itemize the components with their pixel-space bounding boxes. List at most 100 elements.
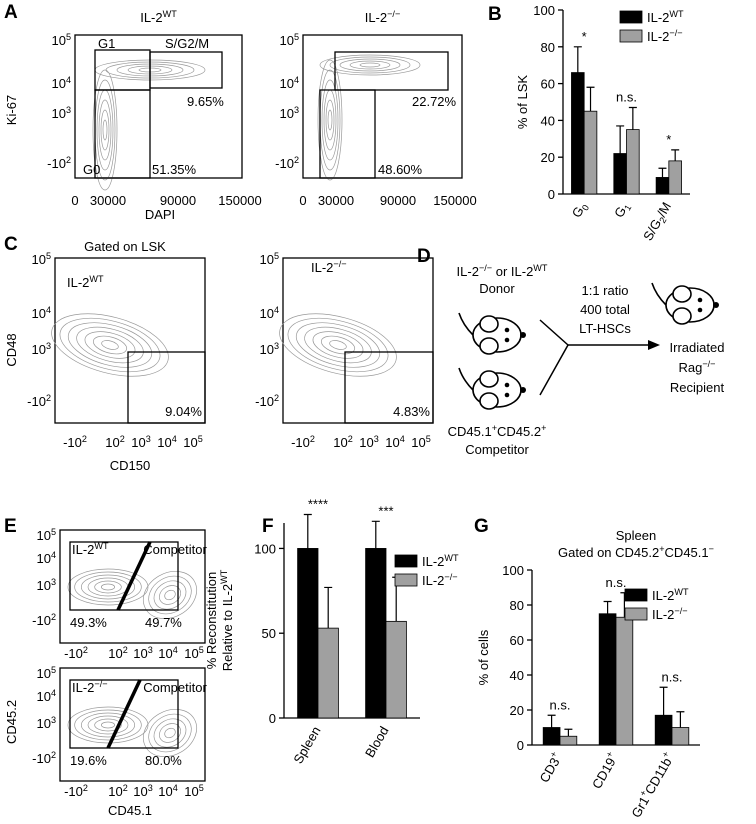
y-tick-label: 100 xyxy=(254,541,276,556)
contour xyxy=(96,89,114,171)
contour xyxy=(359,62,381,68)
gate-label: Competitor xyxy=(143,680,207,695)
text-part: −/− xyxy=(702,359,715,369)
contour xyxy=(164,727,176,739)
x-tick-label: 0 xyxy=(71,193,78,208)
text-part: WT xyxy=(669,9,684,19)
gate-percent: 49.7% xyxy=(145,615,182,630)
error-bar xyxy=(564,728,573,737)
text-part: CD45.1 xyxy=(665,545,709,560)
significance: n.s. xyxy=(662,669,683,684)
bar xyxy=(317,627,339,719)
error-bar xyxy=(659,686,668,716)
gate-label: S/G2/M xyxy=(165,36,209,51)
panel-letter: C xyxy=(4,234,18,255)
significance: n.s. xyxy=(606,575,627,590)
gate-percent: 19.6% xyxy=(70,753,107,768)
x-tick-label: -102 xyxy=(63,434,87,450)
text-part: 3 xyxy=(66,105,71,115)
x-tick-label: 103 xyxy=(359,434,379,450)
y-tick-label: 20 xyxy=(510,703,524,718)
y-axis-label: Relative to IL-2WT xyxy=(219,569,235,671)
text-part: 10 xyxy=(259,342,273,357)
text-part: IL-2 xyxy=(72,680,94,695)
plot-title: IL-2−/− xyxy=(365,9,401,25)
competitor-label: Competitor xyxy=(465,442,529,457)
text-part: WT xyxy=(219,569,229,584)
text-part: + xyxy=(492,423,497,433)
text-part: 5 xyxy=(51,665,56,675)
contour xyxy=(143,571,197,619)
text-part: 2 xyxy=(658,216,669,225)
gate-percent: 80.0% xyxy=(145,753,182,768)
recipient-text: Irradiated xyxy=(670,340,725,355)
contour xyxy=(92,69,118,191)
contour xyxy=(76,326,144,364)
bar xyxy=(668,160,682,195)
bar xyxy=(654,714,673,746)
text-part: 5 xyxy=(274,251,279,261)
text-part: 4 xyxy=(66,75,71,85)
y-axis-label: CD45.2 xyxy=(4,700,19,744)
bar xyxy=(571,72,585,195)
x-tick-label: S/G2/M xyxy=(640,200,676,245)
text-part: −/− xyxy=(94,679,107,689)
text-part: 3 xyxy=(51,577,56,587)
gate-label: G1 xyxy=(98,36,115,51)
text-part: −/− xyxy=(387,9,400,19)
y-tick-label: 105 xyxy=(259,251,279,267)
text-part: 10 xyxy=(279,33,293,48)
gate-percent: 49.3% xyxy=(70,615,107,630)
contour xyxy=(279,313,397,377)
plot-title: IL-2WT xyxy=(67,274,104,290)
gate xyxy=(344,351,434,424)
text-part: or IL-2 xyxy=(492,264,533,279)
text-part: IL-2 xyxy=(422,573,444,588)
contour xyxy=(67,706,149,744)
x-tick-label: 105 xyxy=(411,434,431,450)
x-tick-label: 104 xyxy=(157,434,177,450)
text-part: WT xyxy=(533,263,548,273)
contour xyxy=(329,340,347,350)
text-part: 2 xyxy=(294,155,299,165)
y-tick-label: 80 xyxy=(541,40,555,55)
contour xyxy=(101,340,119,350)
y-axis-label: CD48 xyxy=(4,333,19,366)
text-part: 5 xyxy=(66,32,71,42)
error-bar xyxy=(671,149,680,161)
contour xyxy=(295,322,381,368)
text-part: 3 xyxy=(294,105,299,115)
text-part: 2 xyxy=(51,612,56,622)
y-tick-label: -102 xyxy=(27,393,51,409)
y-tick-label: 104 xyxy=(279,75,299,91)
contour xyxy=(317,59,343,181)
text-part: −/− xyxy=(444,572,457,582)
text-part: 10 xyxy=(108,646,122,661)
recipient-text: Rag−/− xyxy=(678,359,715,375)
x-tick-label: 90000 xyxy=(160,193,196,208)
legend-label: IL-2−/− xyxy=(422,572,458,588)
text-part: -10 xyxy=(64,784,83,799)
text-part: IL-2 xyxy=(140,10,162,25)
plot-title: IL-2WT xyxy=(72,541,109,557)
contour xyxy=(74,709,142,741)
text-part: IL-2 xyxy=(652,588,674,603)
error-bar xyxy=(303,513,312,549)
contour xyxy=(102,119,108,141)
text-part: -10 xyxy=(64,646,83,661)
contour xyxy=(98,99,112,161)
text-part: 10 xyxy=(279,106,293,121)
contour xyxy=(59,317,161,373)
contour xyxy=(100,109,110,151)
bar xyxy=(583,110,598,195)
contour xyxy=(74,571,142,603)
contour xyxy=(164,589,176,601)
x-tick-label: -102 xyxy=(64,645,88,661)
flow-plot xyxy=(282,257,434,424)
y-tick-label: 40 xyxy=(510,668,524,683)
text-part: 10 xyxy=(411,435,425,450)
y-axis-label: Ki-67 xyxy=(4,95,19,125)
text-part: 4 xyxy=(274,305,279,315)
legend-label: IL-2WT xyxy=(422,553,459,569)
